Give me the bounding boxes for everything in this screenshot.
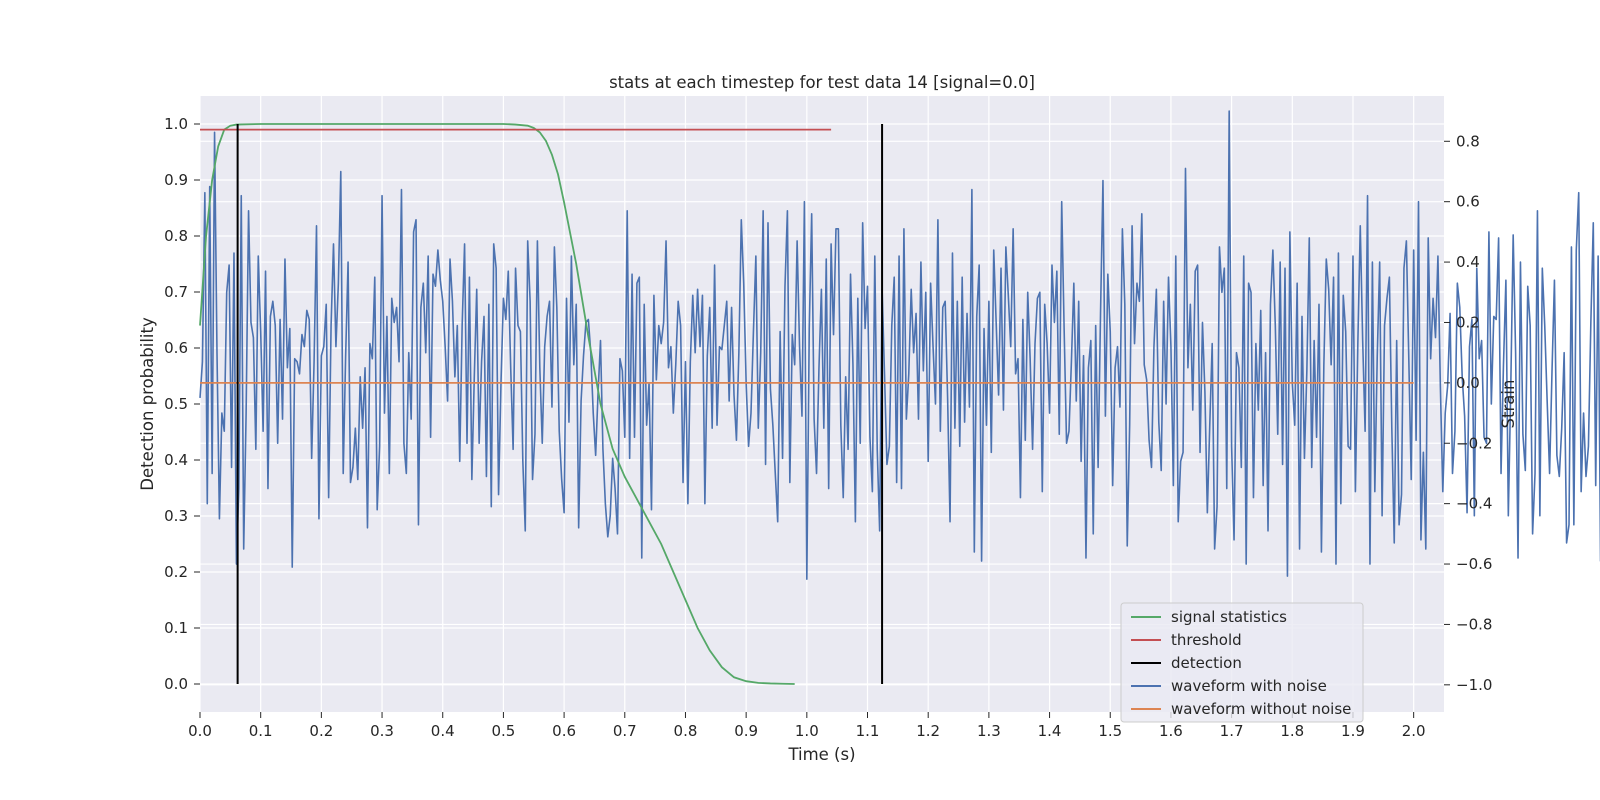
y-left-tick-label: 0.0 (164, 675, 188, 693)
y-axis-left-label: Detection probability (138, 317, 157, 491)
y-left-tick-label: 0.9 (164, 171, 188, 189)
y-left-tick-label: 0.4 (164, 451, 188, 469)
y-right-tick-label: −0.6 (1456, 555, 1492, 573)
y-left-tick-label: 0.7 (164, 283, 188, 301)
x-tick-label: 0.4 (431, 722, 455, 740)
y-right-tick-label: 0.8 (1456, 132, 1480, 150)
x-tick-label: 1.1 (856, 722, 880, 740)
x-tick-label: 0.9 (734, 722, 758, 740)
y-left-tick-label: 0.5 (164, 395, 188, 413)
y-right-tick-label: 0.0 (1456, 374, 1480, 392)
y-axis-right-label: Strain (1499, 380, 1518, 429)
legend-label-signal-statistics: signal statistics (1171, 608, 1287, 626)
x-tick-label: 0.8 (674, 722, 698, 740)
legend-box (1120, 602, 1364, 723)
x-tick-label: 1.4 (1038, 722, 1062, 740)
x-tick-label: 1.8 (1280, 722, 1304, 740)
series-layer (199, 110, 1600, 685)
y-axis-right-ticks: −1.0 −0.8 −0.6 −0.4 −0.2 0.0 0.2 0.4 0.6 0.8 (1444, 132, 1492, 694)
x-axis-label: Time (s) (787, 745, 855, 764)
x-tick-label: 1.7 (1220, 722, 1244, 740)
y-axis-left-ticks: 0.0 0.1 0.2 0.3 0.4 0.5 0.6 0.7 0.8 0.9 1.0 (164, 115, 200, 693)
y-right-tick-label: −0.4 (1456, 495, 1492, 513)
legend: signal statistics threshold detection wa… (1120, 602, 1364, 723)
x-tick-label: 1.5 (1098, 722, 1122, 740)
x-tick-label: 1.9 (1341, 722, 1365, 740)
x-tick-label: 1.3 (977, 722, 1001, 740)
series-signal-statistics (199, 123, 795, 685)
y-left-tick-label: 0.1 (164, 619, 188, 637)
x-tick-label: 1.2 (916, 722, 940, 740)
x-tick-label: 2.0 (1402, 722, 1426, 740)
legend-label-detection: detection (1171, 654, 1242, 672)
y-left-tick-label: 0.2 (164, 563, 188, 581)
x-tick-label: 0.6 (552, 722, 576, 740)
y-right-tick-label: −0.8 (1456, 615, 1492, 633)
y-right-tick-label: 0.4 (1456, 253, 1480, 271)
x-tick-label: 1.0 (795, 722, 819, 740)
y-left-tick-label: 0.8 (164, 227, 188, 245)
chart-title: stats at each timestep for test data 14 … (609, 73, 1035, 92)
legend-label-waveform-without-noise: waveform without noise (1171, 700, 1351, 718)
x-tick-label: 0.5 (491, 722, 515, 740)
y-right-tick-label: 0.6 (1456, 193, 1480, 211)
x-axis-ticks: 0.0 0.1 0.2 0.3 0.4 0.5 0.6 0.7 0.8 0.9 1.0 1.1 1.2 1… (188, 712, 1426, 740)
y-right-tick-label: −1.0 (1456, 676, 1492, 694)
y-left-tick-label: 0.6 (164, 339, 188, 357)
x-tick-label: 0.0 (188, 722, 212, 740)
x-tick-label: 0.1 (249, 722, 273, 740)
y-right-tick-label: −0.2 (1456, 434, 1492, 452)
y-left-tick-label: 0.3 (164, 507, 188, 525)
y-right-tick-label: 0.2 (1456, 313, 1480, 331)
series-waveform-with-noise (199, 110, 1600, 580)
x-tick-label: 1.6 (1159, 722, 1183, 740)
legend-label-waveform-with-noise: waveform with noise (1171, 677, 1327, 695)
legend-label-threshold: threshold (1171, 631, 1242, 649)
y-left-tick-label: 1.0 (164, 115, 188, 133)
x-tick-label: 0.3 (370, 722, 394, 740)
x-tick-label: 0.2 (309, 722, 333, 740)
x-tick-label: 0.7 (613, 722, 637, 740)
